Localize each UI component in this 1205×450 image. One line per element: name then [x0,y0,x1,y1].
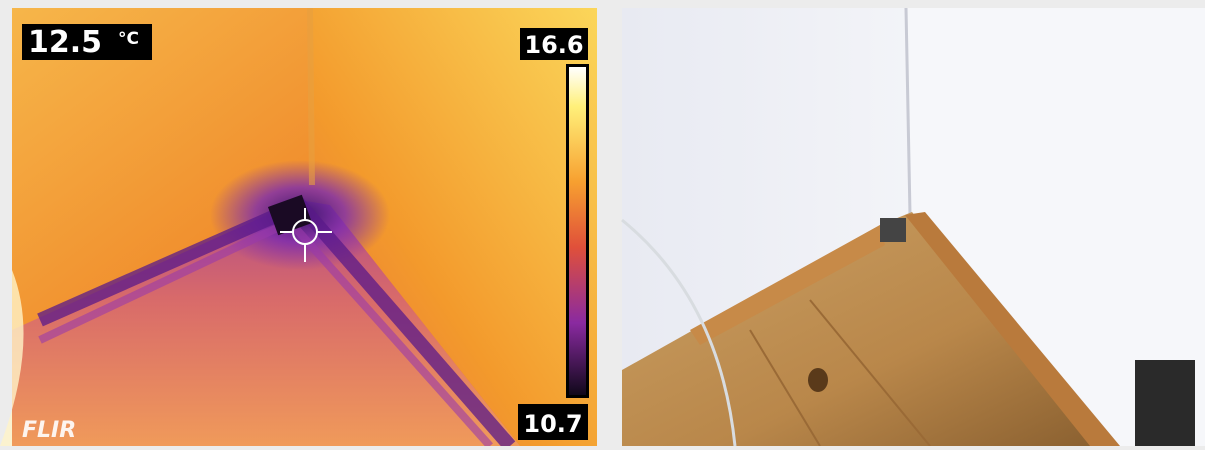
spot-box [22,24,152,60]
unit: °C [118,29,139,49]
visual-photo [621,7,1205,447]
spot-temperature: 12.5 [28,25,102,60]
scale-max: 16.6 [524,31,583,59]
color-scale [569,67,586,395]
scale-min: 10.7 [523,410,582,438]
brand-logo: FLIR [22,418,76,443]
thermal-image: 12.5 °C 16.6 10.7 FLIR [0,7,597,450]
